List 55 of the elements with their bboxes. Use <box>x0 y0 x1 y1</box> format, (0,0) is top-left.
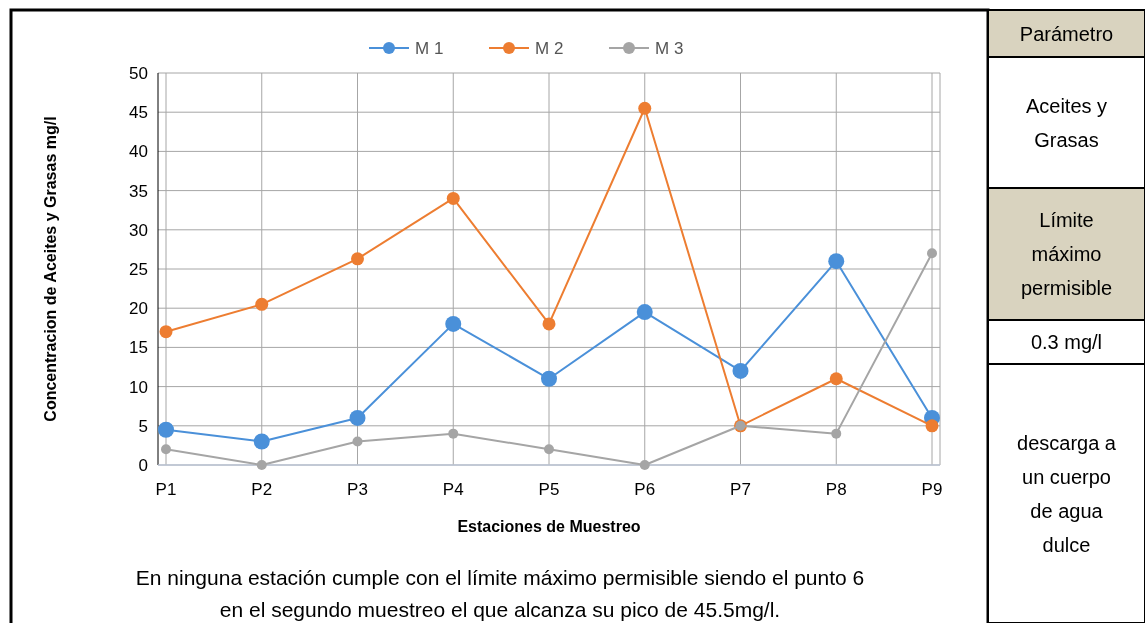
legend-label: M 1 <box>415 38 444 58</box>
text: Límite máximo permisible <box>1020 209 1113 299</box>
x-tick-label: P1 <box>155 480 177 499</box>
y-tick-label: 15 <box>129 338 148 358</box>
x-tick-label: P8 <box>825 480 847 499</box>
point <box>925 419 939 433</box>
x-axis-title: Estaciones de Muestreo <box>457 518 641 535</box>
point <box>829 372 843 386</box>
text: Aceites y Grasas <box>1025 94 1108 151</box>
y-axis-title: Concentracion de Aceites y Grasas mg/l <box>42 116 59 422</box>
point <box>159 325 173 339</box>
y-tick-label: 30 <box>129 220 148 240</box>
point <box>255 297 269 311</box>
legend-label: M 2 <box>535 38 564 58</box>
x-tick-label: P2 <box>251 480 273 499</box>
text: En ninguna estación cumple con el límite máximo permisible siendo el punto 6 en el segundo muestreo el que alcanza su pico de 45.5mg/l. <box>135 566 865 621</box>
x-tick-label: P5 <box>538 480 560 499</box>
point <box>732 362 749 379</box>
text: Parámetro <box>1019 22 1114 45</box>
y-tick-label: 40 <box>129 142 148 162</box>
legend-label: M 3 <box>655 38 684 58</box>
y-tick-label: 5 <box>138 416 148 436</box>
point <box>828 253 845 270</box>
point <box>636 304 653 321</box>
point <box>349 409 366 426</box>
x-tick-label: P7 <box>730 480 751 499</box>
point <box>256 460 267 470</box>
point <box>544 444 554 455</box>
point <box>352 436 363 447</box>
point <box>639 460 650 470</box>
y-tick-label: 45 <box>129 103 148 123</box>
point <box>351 252 364 266</box>
x-tick-label: P3 <box>347 480 368 499</box>
point <box>448 428 459 439</box>
x-tick-label: P6 <box>634 480 656 499</box>
x-tick-label: P4 <box>442 480 464 499</box>
point <box>541 370 557 387</box>
point <box>158 421 174 438</box>
y-tick-label: 20 <box>129 299 148 319</box>
y-tick-label: 10 <box>129 377 148 397</box>
point <box>161 444 171 455</box>
point <box>253 433 270 450</box>
x-tick-label: P9 <box>921 480 943 499</box>
point <box>831 428 842 439</box>
y-tick-label: 50 <box>129 63 148 83</box>
point <box>638 101 652 115</box>
text: 0.3 mg/l <box>1030 331 1103 353</box>
point <box>927 248 937 259</box>
point <box>446 191 460 205</box>
y-tick-label: 35 <box>129 181 148 201</box>
y-tick-label: 0 <box>138 455 148 475</box>
y-tick-label: 25 <box>129 259 148 279</box>
text: descarga a un cuerpo de agua dulce <box>1017 431 1117 556</box>
point <box>445 315 462 332</box>
point <box>542 317 556 331</box>
